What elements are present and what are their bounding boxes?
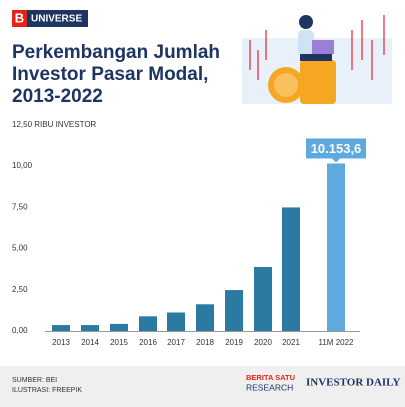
x-tick-label: 2020: [254, 338, 272, 347]
brand-name: UNIVERSE: [31, 14, 82, 25]
bar: [254, 266, 272, 331]
illustration-credit: ILUSTRASI: FREEPIK: [12, 387, 82, 394]
candles: [249, 15, 385, 80]
value-label-pointer: [332, 158, 340, 163]
x-tick-label: 2013: [52, 338, 70, 347]
x-tick-label: 2015: [110, 338, 128, 347]
footer-band: [0, 366, 405, 407]
coin-inner: [274, 73, 298, 97]
x-tick-label: 11M 2022: [319, 338, 355, 347]
source: SUMBER: BEI: [12, 377, 57, 384]
value-label-box: [306, 138, 366, 159]
bar: [327, 163, 345, 331]
coin-stack: [300, 60, 336, 104]
x-tick-label: 2018: [196, 338, 214, 347]
bar: [167, 312, 185, 331]
x-tick-label: 2017: [167, 338, 185, 347]
y-tick-label: 10,00: [12, 161, 33, 170]
bar: [52, 325, 70, 331]
y-tick-label: 0,00: [12, 326, 28, 335]
person-legs: [300, 54, 332, 61]
bar: [110, 323, 128, 331]
illustration: [242, 15, 392, 104]
person-body: [298, 30, 314, 56]
bar: [139, 316, 157, 331]
y-tick-label: 5,00: [12, 244, 28, 253]
laptop: [312, 40, 334, 54]
x-tick-label: 2019: [225, 338, 243, 347]
brand-band: [27, 10, 88, 27]
y-tick-label: 2,50: [12, 285, 28, 294]
logo-investordaily: INVESTOR DAILY: [306, 377, 401, 389]
chart-title: Perkembangan Jumlah Investor Pasar Modal,…: [12, 42, 220, 107]
value-label: 10.153,6: [311, 141, 362, 156]
x-tick-label: 2016: [139, 338, 157, 347]
bar: [225, 290, 243, 331]
y-tick-label: 12,50 RIBU INVESTOR: [12, 120, 97, 129]
bar: [81, 325, 99, 331]
brand-letter: B: [15, 10, 24, 25]
x-tick-label: 2021: [282, 338, 300, 347]
bar: [282, 207, 300, 331]
y-tick-label: 7,50: [12, 202, 28, 211]
person-head: [299, 15, 313, 29]
logo-beritasatu: BERITA SATU: [246, 373, 295, 382]
x-tick-label: 2014: [81, 338, 99, 347]
logo-research: RESEARCH: [246, 382, 293, 392]
bar: [196, 304, 214, 331]
brand-box: [12, 10, 27, 27]
